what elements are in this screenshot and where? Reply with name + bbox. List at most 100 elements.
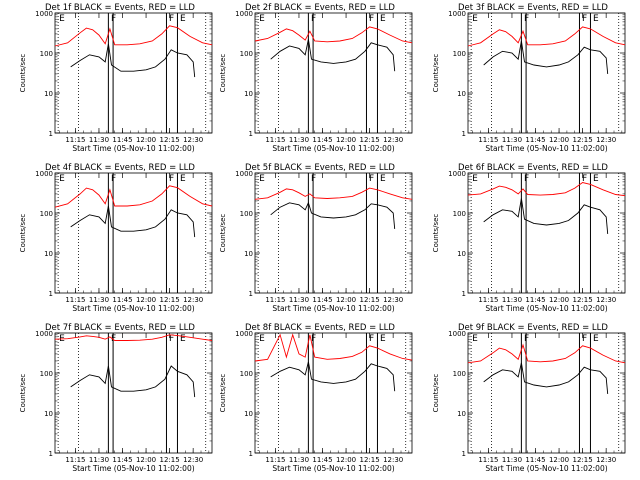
y-tick-label: 10 [44,410,53,418]
y-tick-label: 100 [240,370,253,378]
y-tick-label: 1000 [448,10,466,18]
x-tick-label: 12:00 [549,296,569,304]
y-tick-label: 10 [44,90,53,98]
marker-letter: F [369,14,374,24]
marker-letter: E [59,14,65,24]
marker-letter: E [380,174,386,184]
panel-det-6: Det 6f BLACK = Events, RED = LLD 1 10 100 10… [432,163,626,313]
x-tick-label: 12:15 [160,136,180,144]
y-tick-label: 1 [49,290,53,298]
x-tick-label: 12:00 [549,136,569,144]
x-tick-label: 11:45 [112,296,132,304]
x-tick-label: 11:30 [89,456,109,464]
plot-frame [467,172,626,294]
y-tick-label: 1 [49,450,53,458]
x-tick-label: 11:45 [112,136,132,144]
marker-letter: F [169,334,174,344]
marker-letter: F [582,334,587,344]
y-tick-label: 100 [453,370,466,378]
y-tick-label: 10 [244,410,253,418]
x-tick-label: 11:45 [312,296,332,304]
panel-det-8: Det 8f BLACK = Events, RED = LLD 1 10 100 10… [219,323,413,473]
y-tick-label: 100 [40,370,53,378]
marker-letter: F [111,334,116,344]
series-lld-red-line [54,25,213,47]
x-tick-label: 12:30 [596,456,616,464]
x-tick-label: 11:15 [478,296,498,304]
marker-letter: E [472,14,478,24]
chart-title: Det 2f BLACK = Events, RED = LLD [245,3,395,13]
y-tick-label: 1000 [235,330,253,338]
x-tick-label: 11:15 [265,136,285,144]
plot-frame [467,332,626,454]
marker-letter: F [369,174,374,184]
marker-letter: E [380,334,386,344]
chart-title: Det 6f BLACK = Events, RED = LLD [458,163,608,173]
x-tick-label: 12:15 [360,136,380,144]
x-axis-label: Start Time (05-Nov-10 11:02:00) [72,304,194,313]
x-tick-label: 11:15 [65,456,85,464]
series-events-black-line [270,201,396,229]
plot-frame [467,12,626,134]
marker-letter: F [524,174,529,184]
chart-title: Det 8f BLACK = Events, RED = LLD [245,323,395,333]
y-tick-label: 1 [462,290,466,298]
x-tick-label: 12:30 [183,136,203,144]
series-events-black-line [70,205,196,238]
series-lld-red-line [254,333,413,362]
series-events-black-line [70,365,196,398]
marker-letter: F [582,14,587,24]
y-axis-label: Counts/sec [219,54,227,93]
x-tick-label: 11:15 [478,456,498,464]
chart-title: Det 1f BLACK = Events, RED = LLD [45,3,195,13]
x-tick-label: 12:30 [183,456,203,464]
x-tick-label: 12:15 [573,136,593,144]
x-tick-label: 11:45 [525,136,545,144]
x-tick-label: 12:15 [573,456,593,464]
marker-letter: E [472,334,478,344]
x-tick-label: 11:45 [525,456,545,464]
x-tick-label: 12:00 [136,456,156,464]
marker-letter: E [593,14,599,24]
x-tick-label: 12:30 [183,296,203,304]
x-tick-label: 12:30 [383,296,403,304]
marker-letter: E [593,334,599,344]
y-tick-label: 10 [244,250,253,258]
x-axis-label: Start Time (05-Nov-10 11:02:00) [272,304,394,313]
chart-title: Det 9f BLACK = Events, RED = LLD [458,323,608,333]
y-axis-label: Counts/sec [432,214,440,253]
x-axis-label: Start Time (05-Nov-10 11:02:00) [485,464,607,473]
x-tick-label: 11:30 [289,296,309,304]
plot-frame [54,12,213,134]
marker-letter: F [169,14,174,24]
y-tick-label: 1000 [35,10,53,18]
panel-det-1: Det 1f BLACK = Events, RED = LLD 1 10 100 10… [19,3,213,153]
y-axis-label: Counts/sec [219,374,227,413]
series-events-black-line [483,198,609,234]
series-lld-red-line [54,185,213,208]
series-lld-red-line [54,334,213,341]
y-tick-label: 1 [249,290,253,298]
x-tick-label: 11:15 [65,296,85,304]
y-tick-label: 1 [462,130,466,138]
marker-letter: F [311,334,316,344]
x-tick-label: 11:15 [265,296,285,304]
chart-title: Det 7f BLACK = Events, RED = LLD [45,323,195,333]
x-tick-label: 11:30 [502,296,522,304]
x-tick-label: 11:30 [502,456,522,464]
x-axis-label: Start Time (05-Nov-10 11:02:00) [272,464,394,473]
x-axis-label: Start Time (05-Nov-10 11:02:00) [72,144,194,153]
x-tick-label: 12:15 [360,456,380,464]
marker-letter: F [111,14,116,24]
panel-det-7: Det 7f BLACK = Events, RED = LLD 1 10 100 10… [19,323,213,473]
x-tick-label: 11:45 [525,296,545,304]
marker-letter: F [524,334,529,344]
x-tick-label: 12:00 [336,296,356,304]
y-tick-label: 1000 [35,170,53,178]
plot-frame [254,332,413,454]
x-tick-label: 11:30 [89,136,109,144]
x-axis-label: Start Time (05-Nov-10 11:02:00) [272,144,394,153]
marker-letter: E [259,14,265,24]
marker-letter: E [180,174,186,184]
marker-letter: E [180,14,186,24]
